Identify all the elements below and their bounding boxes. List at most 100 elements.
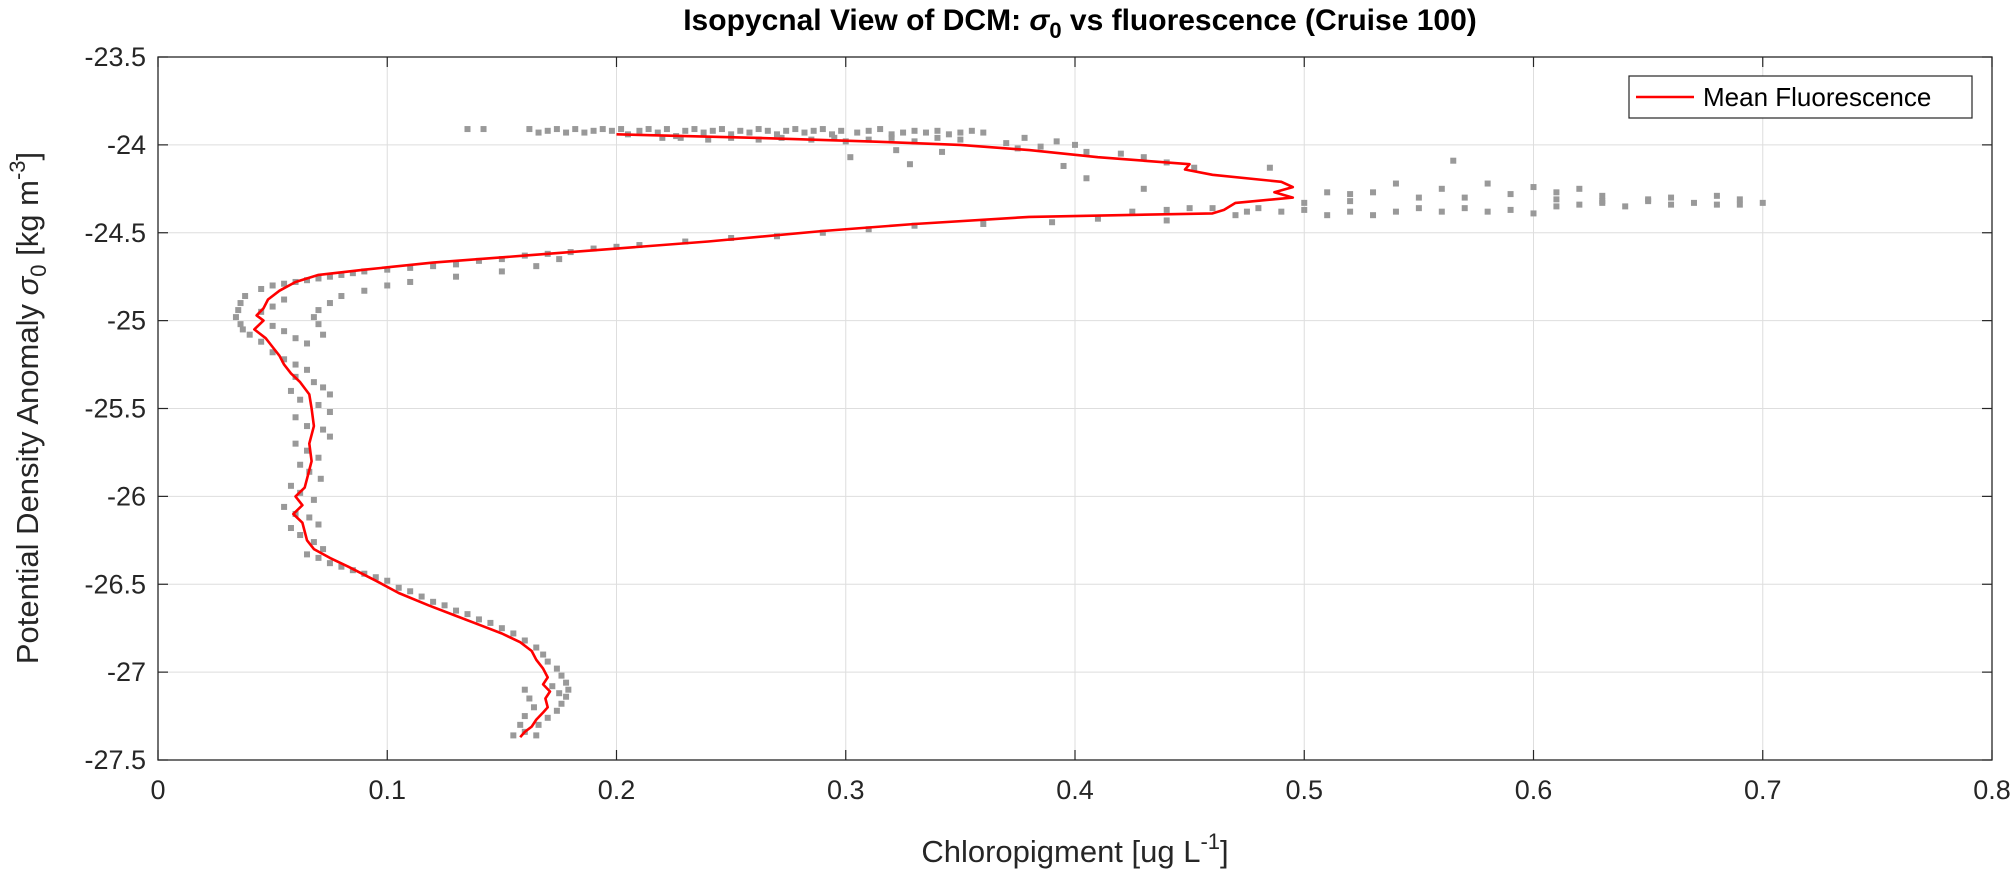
scatter-point (980, 129, 987, 136)
scatter-point (718, 126, 725, 133)
scatter-point (292, 510, 299, 517)
scatter-point (1129, 208, 1136, 215)
scatter-point (1484, 180, 1491, 187)
scatter-point (533, 732, 540, 739)
scatter-point (320, 331, 327, 338)
scatter-point (453, 607, 460, 614)
scatter-point (608, 127, 615, 134)
scatter-point (535, 721, 542, 728)
scatter-point (281, 280, 288, 287)
scatter-point (728, 131, 735, 138)
scatter-point (682, 127, 689, 134)
scatter-point (563, 693, 570, 700)
scatter-point (1278, 208, 1285, 215)
scatter-point (1083, 175, 1090, 182)
scatter-point (1037, 143, 1044, 150)
scatter-point (1599, 198, 1606, 205)
scatter-point (453, 273, 460, 280)
scatter-point (1324, 212, 1331, 219)
scatter-point (453, 261, 460, 268)
scatter-point (306, 514, 313, 521)
scatter-point (934, 134, 941, 141)
x-tick-label: 0.8 (1973, 775, 2011, 805)
scatter-point (407, 278, 414, 285)
scatter-point (269, 349, 276, 356)
scatter-point (1347, 191, 1354, 198)
scatter-point (1094, 215, 1101, 222)
scatter-point (310, 314, 317, 321)
scatter-point (1507, 206, 1514, 213)
scatter-point (1415, 194, 1422, 201)
scatter-point (581, 129, 588, 136)
scatter-point (315, 554, 322, 561)
scatter-point (636, 127, 643, 134)
x-tick-label: 0.3 (827, 775, 865, 805)
scatter-point (510, 630, 517, 637)
scatter-point (865, 226, 872, 233)
scatter-point (1209, 205, 1216, 212)
scatter-point (645, 126, 652, 133)
scatter-point (464, 126, 471, 133)
scatter-point (877, 126, 884, 133)
scatter-point (304, 340, 311, 347)
scatter-point (315, 321, 322, 328)
scatter-point (1438, 208, 1445, 215)
y-tick-label: -24 (107, 130, 146, 160)
scatter-point (553, 707, 560, 714)
scatter-point (315, 307, 322, 314)
chart-title: Isopycnal View of DCM: σ0 vs fluorescenc… (683, 4, 1477, 43)
y-tick-label: -27 (107, 657, 146, 687)
scatter-point (1415, 205, 1422, 212)
scatter-point (1484, 208, 1491, 215)
scatter-point (287, 525, 294, 532)
scatter-point (487, 619, 494, 626)
scatter-point (521, 637, 528, 644)
scatter-point (755, 136, 762, 143)
scatter-point (338, 271, 345, 278)
scatter-point (828, 131, 835, 138)
x-tick-label: 0.2 (598, 775, 636, 805)
scatter-point (1438, 185, 1445, 192)
scatter-point (407, 264, 414, 271)
scatter-point (613, 243, 620, 250)
scatter-point (728, 235, 735, 242)
x-axis-label: Chloropigment [ug L-1] (921, 829, 1228, 869)
scatter-point (1690, 199, 1697, 206)
scatter-point (906, 161, 913, 168)
scatter-point (1163, 206, 1170, 213)
scatter-point (326, 300, 333, 307)
scatter-point (326, 273, 333, 280)
scatter-point (572, 126, 579, 133)
scatter-point (838, 127, 845, 134)
scatter-point (957, 136, 964, 143)
scatter-point (801, 129, 808, 136)
y-tick-label: -25 (107, 306, 146, 336)
scatter-point (297, 532, 304, 539)
scatter-point (980, 220, 987, 227)
scatter-point (1347, 208, 1354, 215)
x-tick-label: 0.4 (1056, 775, 1094, 805)
scatter-point (441, 602, 448, 609)
scatter-point (326, 391, 333, 398)
scatter-point (888, 134, 895, 141)
scatter-point (565, 686, 572, 693)
scatter-point (1461, 194, 1468, 201)
scatter-point (498, 625, 505, 632)
scatter-point (549, 683, 556, 690)
scatter-point (810, 127, 817, 134)
scatter-point (764, 127, 771, 134)
scatter-point (430, 598, 437, 605)
scatter-point (755, 126, 762, 133)
scatter-point (246, 331, 253, 338)
scatter-point (1347, 198, 1354, 205)
scatter-point (517, 721, 524, 728)
scatter-point (677, 134, 684, 141)
x-tick-label: 0.6 (1515, 775, 1553, 805)
y-tick-label: -26.5 (84, 569, 146, 599)
axis-ticks: 0 0.1 0.2 0.3 0.4 0.5 0.6 0.7 0.8 -23.5 -24 -24.5 -2… (84, 42, 2010, 805)
scatter-point (659, 134, 666, 141)
scatter-point (1003, 140, 1010, 147)
scatter-point (407, 588, 414, 595)
